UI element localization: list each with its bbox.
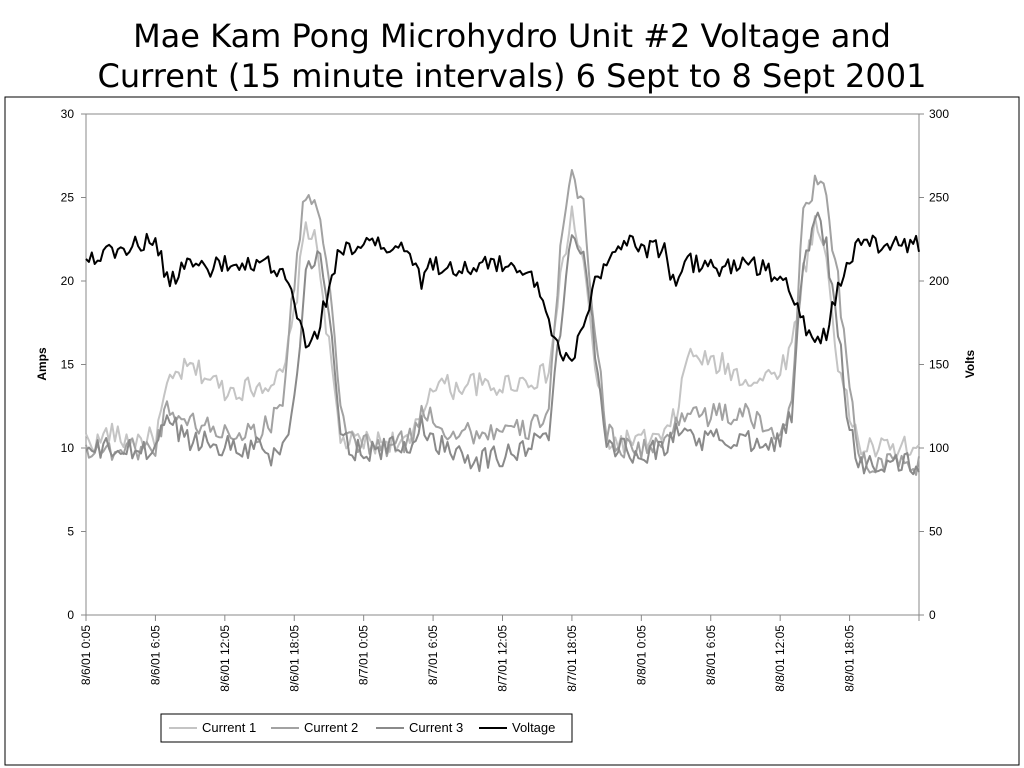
legend-box [160,713,573,743]
series-line-voltage [85,232,920,362]
x-tick-label: 8/8/01 0:05 [634,625,648,685]
y-tick-label-left: 15 [61,358,75,372]
x-tick-label: 8/8/01 12:05 [773,625,787,692]
legend-label-current-3: Current 3 [409,720,463,735]
series-line-current-2 [85,169,920,476]
legend-label-voltage: Voltage [512,720,555,735]
y-tick-label-left: 25 [61,191,75,205]
y-tick-label-left: 10 [61,441,75,455]
chart-title-line-1: Mae Kam Pong Microhydro Unit #2 Voltage … [133,17,891,55]
x-tick-label: 8/7/01 6:05 [426,625,440,685]
y-tick-label-left: 0 [67,608,74,622]
x-tick-label: 8/6/01 0:05 [79,625,93,685]
chart-frame [4,96,1020,766]
x-tick-label: 8/6/01 6:05 [148,625,162,685]
x-tick-label: 8/6/01 12:05 [218,625,232,692]
x-tick-label: 8/8/01 6:05 [704,625,718,685]
x-tick-label: 8/7/01 0:05 [357,625,371,685]
legend-label-current-1: Current 1 [202,720,256,735]
chart-title: Mae Kam Pong Microhydro Unit #2 Voltage … [0,16,1024,96]
y-tick-label-left: 5 [67,525,74,539]
y-tick-label-left: 20 [61,274,75,288]
legend: Current 1 Current 2 Current 3 Voltage [160,713,573,743]
y-tick-label-left: 30 [61,107,75,121]
legend-label-current-2: Current 2 [304,720,358,735]
y-tick-label-right: 0 [929,608,936,622]
x-tick-label: 8/7/01 18:05 [565,625,579,692]
y-axis-title-left: Amps [35,347,49,381]
y-tick-label-right: 200 [929,274,949,288]
y-tick-label-right: 250 [929,191,949,205]
y-tick-label-right: 50 [929,525,943,539]
x-tick-label: 8/8/01 18:05 [843,625,857,692]
y-tick-label-right: 100 [929,441,949,455]
plot-area [86,114,919,615]
series-line-current-3 [85,211,920,476]
series-line-current-1 [85,205,920,460]
y-tick-label-right: 150 [929,358,949,372]
chart-title-line-2: Current (15 minute intervals) 6 Sept to … [97,57,927,95]
x-tick-label: 8/6/01 18:05 [287,625,301,692]
y-axis-title-right: Volts [963,349,977,378]
y-tick-label-right: 300 [929,107,949,121]
x-tick-label: 8/7/01 12:05 [496,625,510,692]
